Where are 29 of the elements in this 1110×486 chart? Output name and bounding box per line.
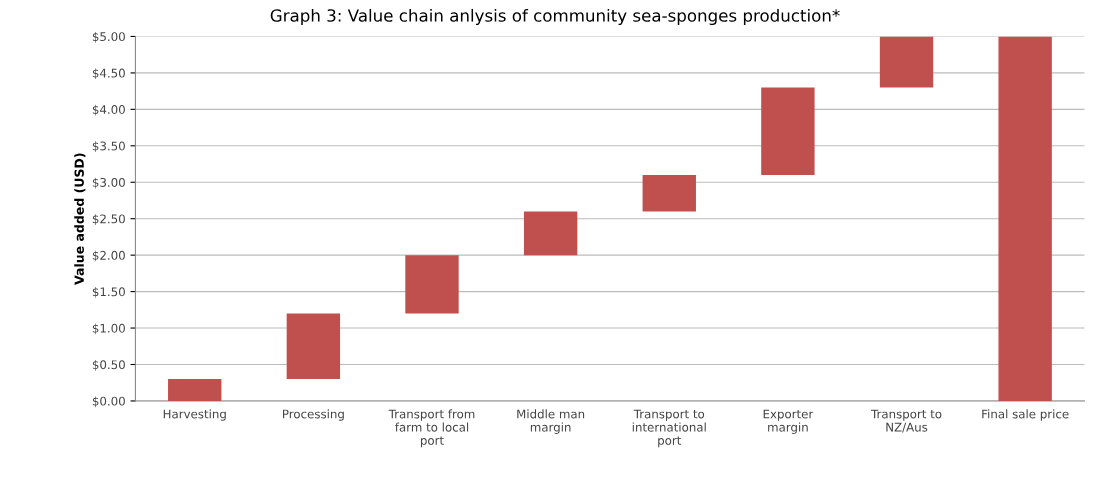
y-axis-title: Value added (USD)	[74, 153, 86, 285]
y-tick-label: $5.00	[92, 31, 125, 43]
bar	[998, 36, 1052, 401]
bar	[523, 211, 578, 256]
x-tick-label: Middle man margin	[517, 409, 585, 434]
bar	[405, 255, 459, 314]
x-tick-label: Exporter margin	[763, 409, 814, 434]
bar	[879, 36, 934, 88]
y-tick-label: $4.00	[92, 104, 125, 116]
x-tick-label: Transport from farm to local port	[388, 409, 475, 448]
y-tick-label: $3.00	[92, 177, 125, 189]
y-tick-label: $4.50	[92, 68, 125, 80]
y-tick-label: $3.50	[92, 141, 125, 153]
y-tick-label: $0.50	[92, 360, 125, 371]
y-tick-label: $1.50	[92, 287, 125, 298]
y-tick-label: $1.00	[92, 323, 125, 335]
y-tick-label: $2.00	[92, 250, 125, 262]
y-tick-label: $2.50	[92, 214, 125, 225]
bar	[761, 87, 815, 175]
chart-title: Graph 3: Value chain anlysis of community sea-sponges production*	[270, 8, 840, 26]
bar	[642, 174, 696, 212]
x-tick-label: Transport to international port	[632, 409, 706, 448]
y-tick-label: $0.00	[92, 396, 125, 408]
x-tick-label: Processing	[283, 409, 344, 421]
x-tick-label: Transport to NZ/Aus	[870, 409, 942, 433]
bar	[168, 379, 222, 401]
x-tick-label: Harvesting	[163, 409, 226, 421]
x-tick-label: Final sale price	[982, 409, 1069, 421]
bar	[286, 313, 341, 380]
